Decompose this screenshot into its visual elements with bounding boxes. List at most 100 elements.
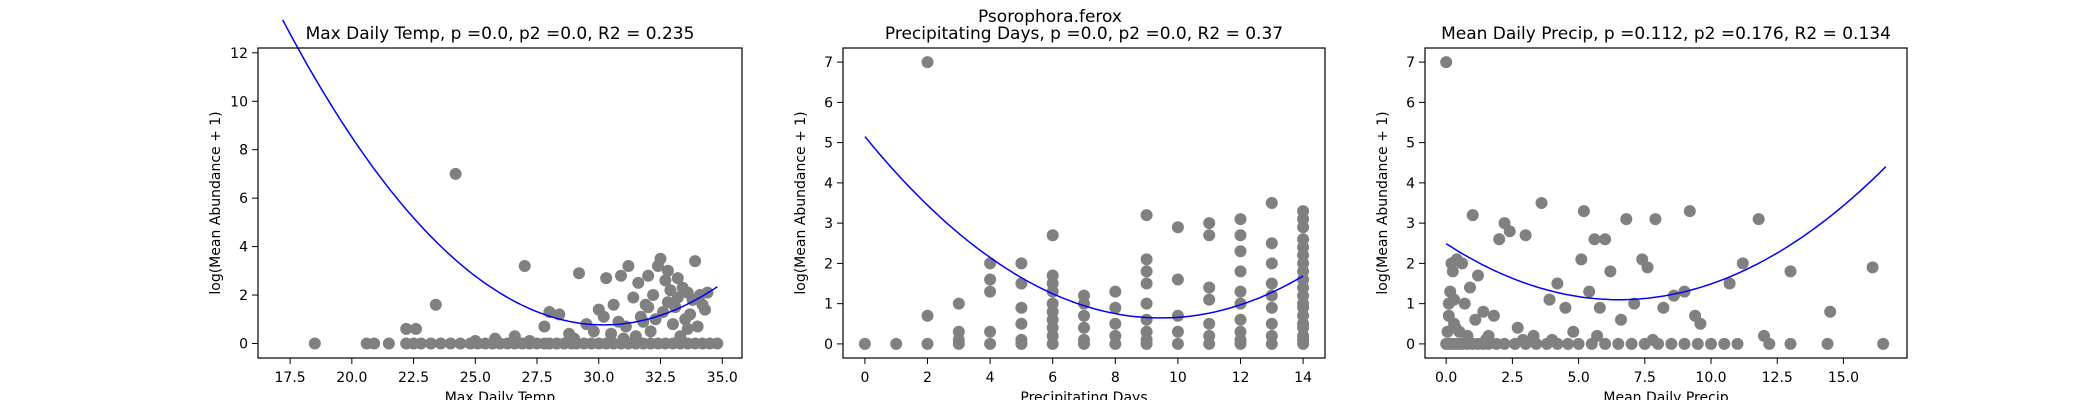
- data-point: [1498, 337, 1511, 350]
- data-point: [1078, 289, 1090, 302]
- x-tick-label: 20.0: [336, 370, 367, 386]
- data-point: [518, 260, 531, 272]
- data-point: [1493, 233, 1506, 246]
- data-point: [1572, 337, 1585, 350]
- x-tick-label: 6: [1048, 370, 1057, 386]
- data-point: [400, 322, 413, 335]
- data-point: [1469, 313, 1482, 326]
- data-point: [1599, 337, 1612, 350]
- data-point: [1877, 337, 1890, 350]
- data-point: [308, 337, 321, 350]
- data-point: [1046, 229, 1059, 242]
- data-point: [1203, 217, 1216, 230]
- data-point: [1140, 325, 1153, 338]
- data-point: [1583, 285, 1596, 298]
- data-point: [449, 167, 462, 180]
- data-point: [1234, 325, 1247, 338]
- y-tick-label: 2: [1406, 256, 1415, 272]
- data-point: [984, 273, 997, 286]
- data-point: [1140, 265, 1153, 278]
- data-point: [1567, 325, 1580, 338]
- data-point: [1171, 309, 1184, 322]
- data-point: [1593, 301, 1606, 314]
- data-point: [600, 272, 613, 285]
- panels: 17.5 20.0 22.5 25.0 27.5 30.0 32.5 35.002468101…: [208, 19, 1908, 400]
- data-point: [382, 337, 395, 350]
- data-point: [1577, 205, 1590, 218]
- data-point: [1109, 301, 1122, 314]
- data-point: [1466, 209, 1479, 222]
- data-point: [1723, 277, 1736, 290]
- data-point: [1784, 337, 1797, 350]
- chart-title: Mean Daily Precip, p =0.112, p2 =0.176, …: [1441, 24, 1891, 44]
- data-point: [1705, 337, 1717, 350]
- y-tick-label: 4: [824, 176, 833, 192]
- data-point: [1078, 309, 1090, 322]
- data-point: [1612, 337, 1625, 350]
- data-point: [1824, 305, 1837, 318]
- data-point: [671, 291, 684, 304]
- chart-title: Precipitating Days, p =0.0, p2 =0.0, R2 …: [885, 24, 1283, 44]
- data-point: [1265, 237, 1278, 250]
- data-point: [1297, 233, 1310, 246]
- x-tick-label: 7.5: [1634, 370, 1656, 386]
- data-point: [642, 269, 655, 282]
- data-point: [1234, 285, 1247, 298]
- data-point: [1731, 337, 1744, 350]
- data-point: [1234, 297, 1247, 310]
- x-tick-label: 17.5: [275, 370, 306, 386]
- data-point: [1527, 329, 1540, 342]
- data-point: [1140, 297, 1153, 310]
- data-point: [1535, 197, 1548, 209]
- chart-title: Max Daily Temp, p =0.0, p2 =0.0, R2 = 0.…: [306, 24, 695, 44]
- data-point: [952, 297, 965, 310]
- data-point: [523, 335, 536, 347]
- data-point: [1203, 281, 1216, 294]
- data-point: [921, 337, 934, 350]
- data-point: [1784, 265, 1797, 278]
- data-point: [1546, 333, 1559, 346]
- data-point: [1265, 197, 1278, 209]
- data-point: [696, 298, 709, 311]
- data-point: [1649, 213, 1662, 226]
- data-point: [1171, 325, 1184, 338]
- data-point: [1046, 269, 1059, 282]
- x-tick-label: 14: [1294, 370, 1312, 386]
- data-point: [573, 267, 585, 280]
- data-point: [647, 289, 660, 301]
- data-point: [1448, 293, 1461, 306]
- data-point: [679, 313, 692, 326]
- scatter-points: [1440, 56, 1890, 350]
- figure-suptitle: Psorophora.ferox: [978, 7, 1122, 27]
- data-point: [921, 309, 934, 322]
- data-point: [921, 56, 934, 69]
- data-point: [1628, 297, 1641, 310]
- data-point: [1752, 213, 1765, 226]
- data-point: [592, 303, 605, 316]
- data-point: [1667, 289, 1680, 302]
- data-point: [689, 255, 702, 268]
- x-tick-label: 5.0: [1567, 370, 1589, 386]
- x-tick-label: 2.5: [1501, 370, 1523, 386]
- data-point: [1543, 293, 1556, 306]
- data-point: [1078, 321, 1090, 334]
- y-tick-label: 3: [1406, 216, 1415, 232]
- data-point: [1678, 337, 1691, 350]
- data-point: [984, 257, 997, 270]
- data-point: [1265, 257, 1278, 270]
- data-point: [1015, 257, 1028, 270]
- x-tick-label: 30.0: [583, 370, 614, 386]
- data-point: [654, 252, 667, 265]
- data-point: [1440, 56, 1453, 69]
- x-tick-label: 22.5: [398, 370, 429, 386]
- data-point: [1265, 289, 1278, 302]
- y-tick-label: 6: [239, 191, 248, 207]
- data-point: [368, 337, 381, 350]
- data-point: [890, 337, 903, 350]
- y-tick-label: 0: [824, 337, 833, 353]
- x-tick-label: 2: [923, 370, 932, 386]
- data-point: [568, 332, 581, 345]
- y-tick-label: 12: [230, 46, 248, 62]
- data-point: [666, 318, 679, 331]
- data-point: [1472, 269, 1484, 282]
